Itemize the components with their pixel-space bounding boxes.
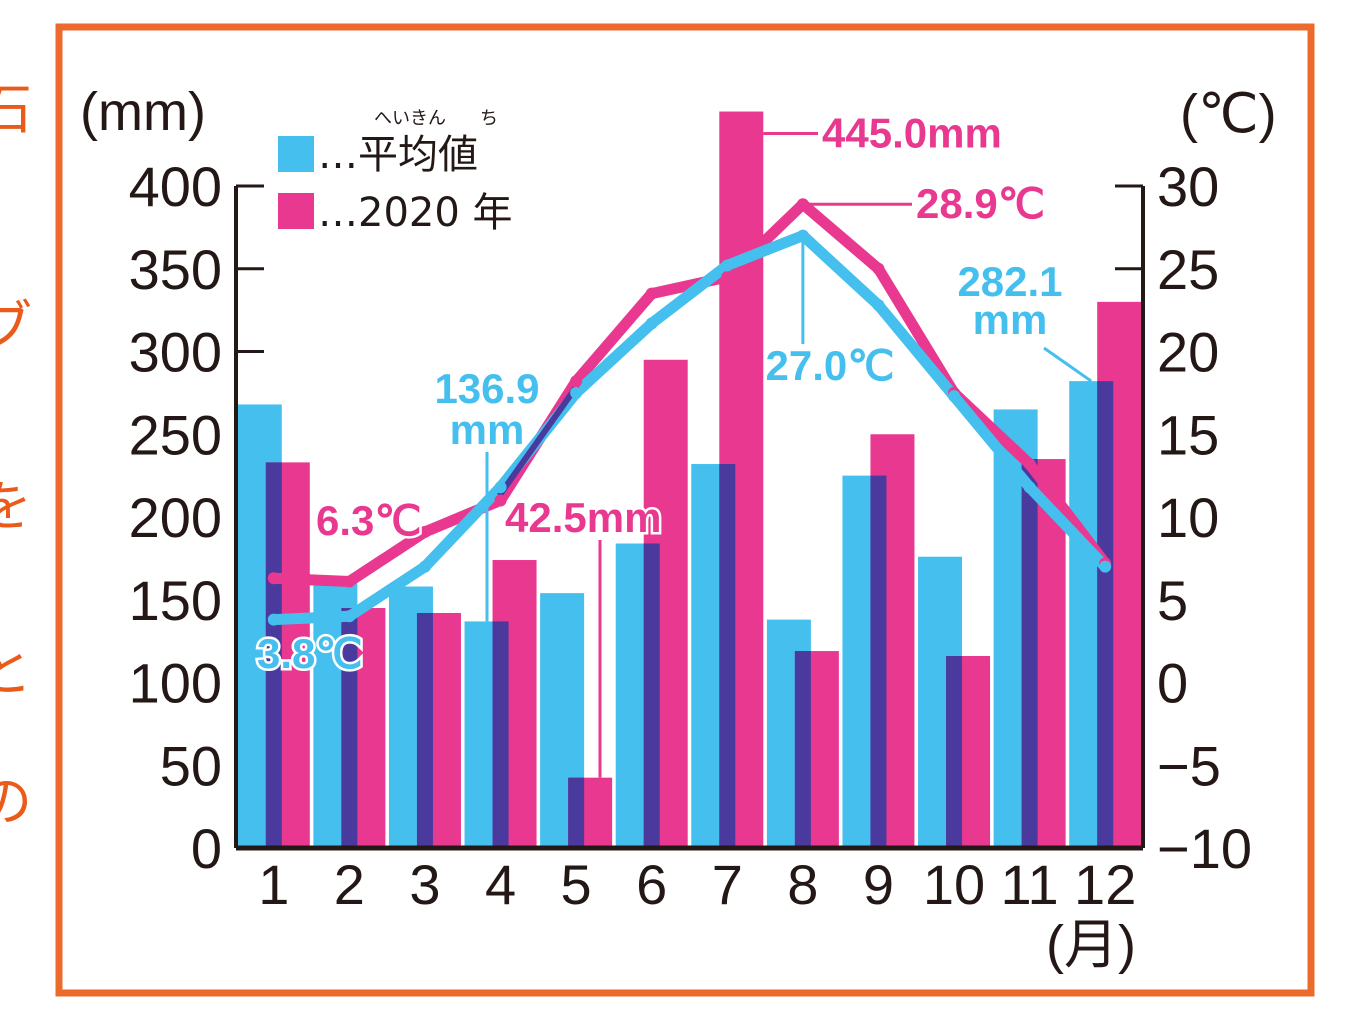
x-tick-label: 4 bbox=[485, 853, 516, 916]
temperature-lines bbox=[267, 198, 1112, 626]
bar-overlap bbox=[643, 543, 660, 848]
bar-overlap bbox=[794, 651, 811, 848]
bar-overlap bbox=[870, 475, 887, 848]
x-tick-label: 12 bbox=[1074, 853, 1136, 916]
point-average bbox=[267, 613, 280, 626]
legend-ruby-chi: ち bbox=[480, 108, 498, 129]
legend-swatch-2020 bbox=[278, 193, 314, 229]
point-2020 bbox=[570, 375, 583, 388]
left-tick-label: 50 bbox=[160, 734, 222, 797]
point-2020 bbox=[494, 494, 507, 507]
left-tick-label: 0 bbox=[191, 817, 222, 880]
annotation-average: 27.0℃ bbox=[766, 342, 895, 389]
x-tick-label: 11 bbox=[1001, 853, 1059, 916]
legend: へいきん ち …平均値 …2020 年 bbox=[278, 108, 513, 236]
x-tick-label: 9 bbox=[863, 853, 894, 916]
legend-ruby-heikin: へいきん bbox=[374, 108, 446, 129]
annotation-leader bbox=[1043, 346, 1093, 383]
bar-overlap bbox=[719, 464, 736, 848]
right-tick-label: 5 bbox=[1157, 569, 1188, 632]
bar-overlap bbox=[492, 621, 509, 848]
bars bbox=[237, 111, 1142, 849]
line-average bbox=[268, 230, 1111, 626]
point-average bbox=[645, 317, 658, 330]
bar-overlap bbox=[416, 612, 433, 848]
edge-text-0: 石 bbox=[0, 78, 32, 141]
bar-overlap bbox=[1097, 381, 1114, 848]
right-axis-ticks: 30 25 20 15 10 5 0 −5 −10 bbox=[1115, 155, 1252, 880]
point-average bbox=[343, 610, 356, 623]
edge-text-1: ブ bbox=[0, 295, 32, 358]
x-tick-label: 6 bbox=[636, 853, 667, 916]
left-tick-label: 300 bbox=[129, 321, 222, 384]
point-average bbox=[948, 390, 961, 403]
point-2020 bbox=[267, 572, 280, 585]
right-tick-label: 30 bbox=[1157, 155, 1219, 218]
left-tick-label: 400 bbox=[129, 155, 222, 218]
legend-label-2020: …2020 年 bbox=[318, 190, 513, 236]
x-tick-label: 2 bbox=[334, 853, 365, 916]
point-average bbox=[721, 259, 734, 272]
left-tick-label: 250 bbox=[129, 403, 222, 466]
point-average bbox=[570, 386, 583, 399]
annotation-average: mm bbox=[450, 406, 525, 453]
left-axis-ticks: 400 350 300 250 200 150 100 50 0 bbox=[129, 155, 264, 880]
edge-text-3: と bbox=[0, 640, 32, 703]
bar-overlap bbox=[946, 656, 963, 848]
chart-frame bbox=[55, 23, 1315, 997]
x-tick-label: 3 bbox=[409, 853, 440, 916]
point-2020 bbox=[721, 271, 734, 284]
edge-text-2: を bbox=[0, 475, 32, 538]
right-tick-label: 20 bbox=[1157, 321, 1219, 384]
left-tick-label: 150 bbox=[129, 569, 222, 632]
right-axis-unit: (℃) bbox=[1180, 84, 1277, 144]
x-axis-ticks: 1 2 3 4 5 6 7 8 9 10 11 12 bbox=[258, 853, 1136, 916]
legend-label-average: …平均値 bbox=[318, 132, 478, 178]
right-tick-label: −10 bbox=[1157, 817, 1252, 880]
point-2020 bbox=[645, 287, 658, 300]
right-tick-label: 10 bbox=[1157, 486, 1219, 549]
annotation-average: 3.8℃ bbox=[257, 630, 363, 677]
left-tick-label: 100 bbox=[129, 652, 222, 715]
annotation-year2020: 445.0mm bbox=[822, 110, 1002, 157]
left-tick-label: 200 bbox=[129, 486, 222, 549]
annotation-year2020: 42.5mm bbox=[505, 494, 661, 541]
legend-swatch-average bbox=[278, 136, 314, 172]
x-tick-label: 5 bbox=[561, 853, 592, 916]
bar-overlap bbox=[568, 777, 585, 848]
annotation-average: 282.1 bbox=[957, 258, 1062, 305]
edge-text-4: の bbox=[0, 770, 32, 833]
x-tick-label: 10 bbox=[923, 853, 985, 916]
bar-overlap bbox=[1021, 459, 1038, 848]
point-average bbox=[1099, 560, 1112, 573]
bar-overlap bbox=[341, 608, 358, 848]
x-tick-label: 7 bbox=[712, 853, 743, 916]
line-overlap bbox=[497, 384, 580, 497]
right-tick-label: 15 bbox=[1157, 403, 1219, 466]
right-tick-label: −5 bbox=[1157, 734, 1221, 797]
left-axis-unit: (mm) bbox=[80, 82, 206, 142]
point-average bbox=[494, 481, 507, 494]
point-average bbox=[872, 299, 885, 312]
axes bbox=[234, 186, 1145, 851]
point-2020 bbox=[872, 262, 885, 275]
x-tick-label: 1 bbox=[258, 853, 289, 916]
right-tick-label: 0 bbox=[1157, 652, 1188, 715]
annotation-average: mm bbox=[973, 296, 1048, 343]
bar-overlap bbox=[265, 462, 282, 848]
left-tick-label: 350 bbox=[129, 238, 222, 301]
point-2020 bbox=[1023, 458, 1036, 471]
annotation-average: 136.9 bbox=[434, 365, 539, 412]
x-tick-label: 8 bbox=[787, 853, 818, 916]
point-average bbox=[1023, 481, 1036, 494]
x-axis-unit: (月) bbox=[1046, 915, 1136, 975]
right-tick-label: 25 bbox=[1157, 238, 1219, 301]
point-2020 bbox=[343, 575, 356, 588]
annotation-year2020: 6.3℃ bbox=[316, 497, 422, 544]
point-average bbox=[418, 560, 431, 573]
point-2020 bbox=[418, 525, 431, 538]
annotation-year2020: 28.9℃ bbox=[916, 180, 1045, 227]
